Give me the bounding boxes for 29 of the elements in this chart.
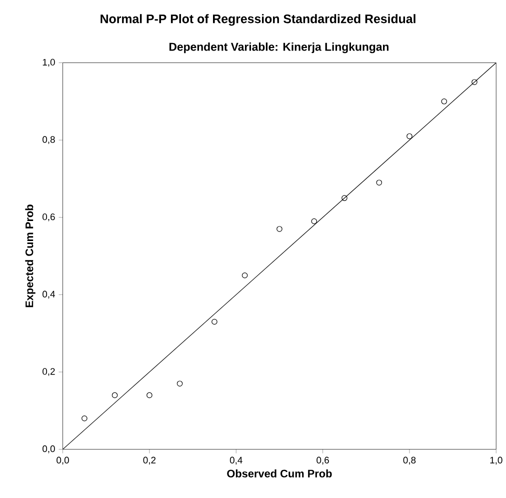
- point: [441, 98, 448, 104]
- point: [176, 380, 183, 386]
- y-tick-label: 0,2: [42, 368, 55, 376]
- x-tick-label: 0,8: [403, 456, 416, 465]
- y-tick-label: 1,0: [42, 58, 55, 67]
- chart-title: Normal P-P Plot of Regression Standardized Residual: [100, 14, 416, 26]
- point: [212, 318, 218, 325]
- y-tick-label: 0,0: [42, 445, 55, 454]
- x-tick-label: 0,2: [143, 456, 156, 465]
- point: [112, 392, 118, 398]
- chart-subtitle: Dependent Variable: Kinerja Lingkungan: [169, 42, 388, 54]
- point: [342, 195, 348, 201]
- point: [311, 218, 318, 224]
- point: [82, 415, 88, 422]
- point: [146, 392, 152, 398]
- point: [376, 180, 382, 186]
- x-tick-label: 0,4: [230, 456, 242, 465]
- x-axis-title: Observed Cum Prob: [227, 469, 332, 478]
- point: [406, 133, 412, 140]
- y-axis-title: Expected Cum Prob: [25, 204, 36, 308]
- y-tick-label: 0,4: [42, 290, 55, 299]
- point: [276, 226, 282, 232]
- y-tick-label: 0,6: [42, 213, 55, 222]
- y-tick-label: 0,8: [42, 136, 55, 144]
- x-tick-label: 0,0: [56, 456, 69, 465]
- x-tick-label: 0,6: [316, 456, 329, 465]
- point: [242, 272, 248, 278]
- point: [472, 79, 478, 85]
- x-tick-label: 1,0: [490, 456, 502, 465]
